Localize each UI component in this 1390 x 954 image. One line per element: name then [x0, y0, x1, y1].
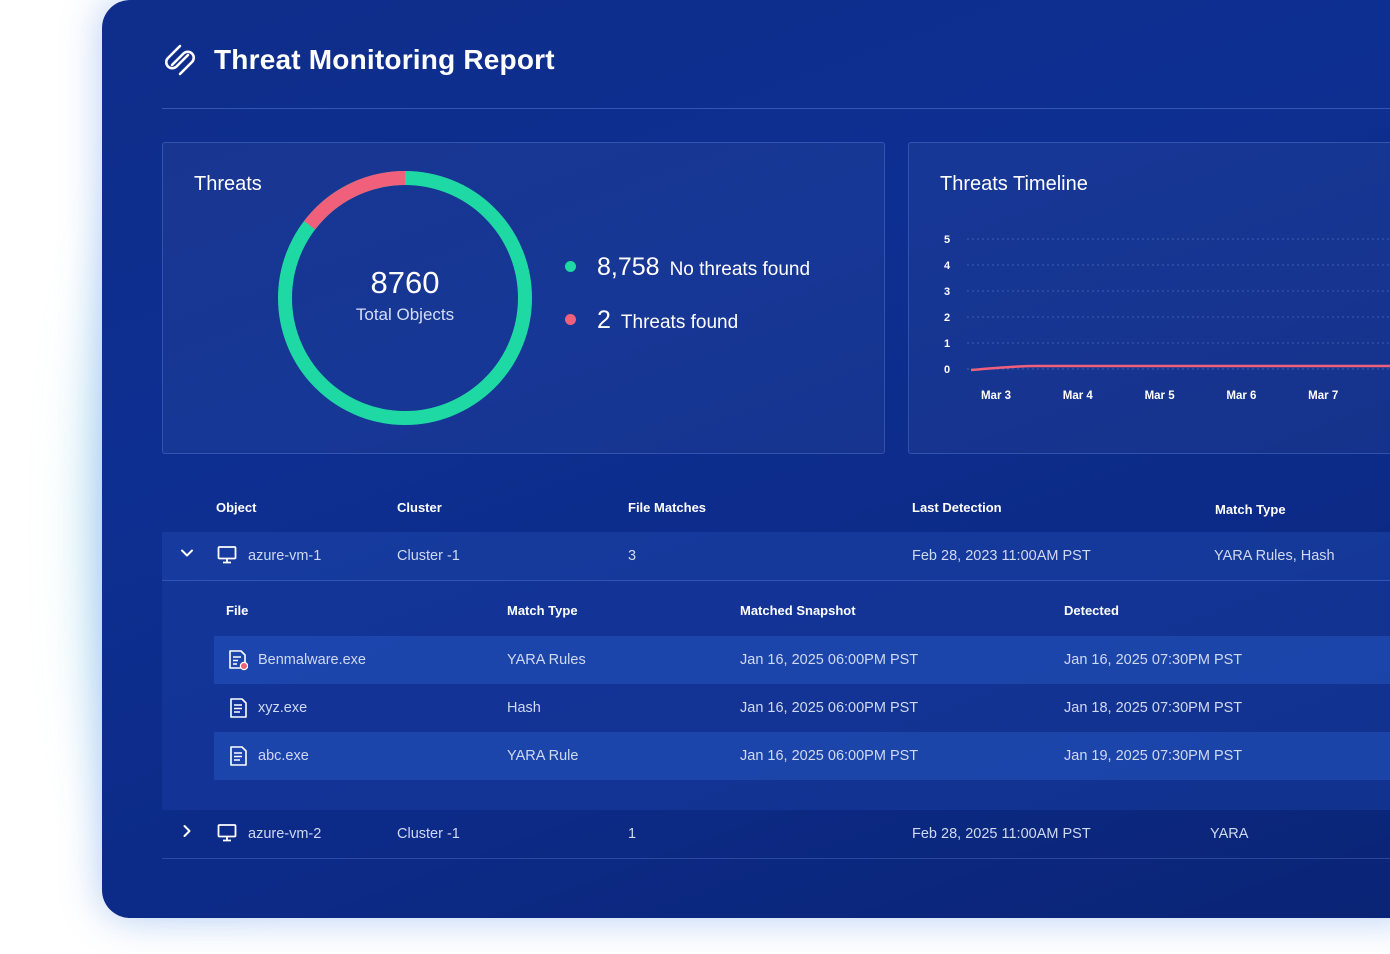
file-row[interactable]: abc.exe YARA Rule Jan 16, 2025 06:00PM P… [214, 732, 1390, 780]
detected-date: Jan 19, 2025 07:30PM PST [1064, 748, 1243, 764]
sub-col-header-matched-snapshot: Matched Snapshot [740, 603, 856, 618]
file-name[interactable]: xyz.exe [258, 700, 308, 716]
chevron-down-icon[interactable] [180, 546, 194, 560]
expanded-file-table: File Match Type Matched Snapshot Detecte… [162, 581, 1390, 810]
report-card: Threat Monitoring Report Threats 8760 To… [102, 0, 1390, 918]
legend-dot-safe [565, 261, 576, 272]
y-tick-label: 3 [944, 286, 950, 298]
file-matches-value: 3 [628, 548, 637, 564]
x-tick-label: Mar 7 [1308, 390, 1338, 402]
table-row[interactable]: azure-vm-1 Cluster -1 3 Feb 28, 2023 11:… [162, 532, 1390, 581]
legend-dot-threat [565, 314, 576, 325]
file-row[interactable]: xyz.exe Hash Jan 16, 2025 06:00PM PST Ja… [214, 684, 1390, 732]
legend-item-safe: 8,758 No threats found [565, 253, 810, 283]
matched-snapshot: Jan 16, 2025 06:00PM PST [740, 700, 919, 716]
app-logo-icon [165, 44, 195, 76]
file-match-type: Hash [507, 700, 541, 716]
total-objects-value: 8760 [370, 265, 440, 300]
total-objects-label: Total Objects [355, 305, 455, 324]
col-header-match-type: Match Type [1215, 502, 1286, 517]
x-tick-label: Mar 3 [981, 390, 1011, 402]
x-tick-label: Mar 6 [1226, 390, 1256, 402]
threats-panel-title: Threats [194, 173, 262, 195]
table-row[interactable]: azure-vm-2 Cluster -1 1 Feb 28, 2025 11:… [162, 810, 1390, 859]
threats-timeline-chart: 0 1 2 3 4 5 Mar 3 Mar 4 Mar 5 Mar 6 Mar 7 [944, 234, 1390, 402]
header-divider [162, 108, 1390, 109]
sub-col-header-detected: Detected [1064, 603, 1119, 618]
sub-col-header-match-type: Match Type [507, 603, 578, 618]
monitor-icon [217, 824, 237, 842]
series-line [970, 364, 1390, 372]
monitor-icon [217, 546, 237, 564]
threats-panel: Threats 8760 Total Objects 8,758 No thre… [162, 142, 885, 454]
file-name[interactable]: Benmalware.exe [258, 652, 366, 668]
matched-snapshot: Jan 16, 2025 06:00PM PST [740, 748, 919, 764]
file-icon [230, 746, 247, 766]
last-detection-value: Feb 28, 2023 11:00AM PST [912, 548, 1091, 564]
file-row[interactable]: Benmalware.exe YARA Rules Jan 16, 2025 0… [214, 636, 1390, 684]
matched-snapshot: Jan 16, 2025 06:00PM PST [740, 652, 919, 668]
safe-label: No threats found [669, 259, 811, 280]
timeline-panel-title: Threats Timeline [940, 173, 1088, 195]
match-type-value: YARA Rules, Hash [1214, 548, 1335, 564]
threats-donut-chart [278, 171, 532, 425]
donut-threat-arc [303, 171, 406, 230]
last-detection-value: Feb 28, 2025 11:00AM PST [912, 826, 1091, 842]
chevron-right-icon[interactable] [180, 824, 194, 838]
col-header-file-matches: File Matches [628, 500, 707, 515]
sub-col-header-file: File [226, 603, 249, 618]
col-header-object: Object [216, 500, 257, 515]
header: Threat Monitoring Report [162, 40, 555, 80]
file-icon [230, 698, 247, 718]
detected-date: Jan 16, 2025 07:30PM PST [1064, 652, 1243, 668]
cluster-name: Cluster -1 [397, 548, 460, 564]
threat-count: 2 [597, 306, 611, 334]
file-match-type: YARA Rule [507, 748, 579, 764]
y-tick-label: 1 [944, 338, 950, 350]
col-header-cluster: Cluster [397, 500, 442, 515]
malware-file-icon [229, 650, 248, 671]
cluster-name: Cluster -1 [397, 826, 460, 842]
y-tick-label: 4 [944, 260, 951, 272]
y-tick-label: 0 [944, 364, 950, 376]
detected-date: Jan 18, 2025 07:30PM PST [1064, 700, 1243, 716]
match-type-value: YARA [1210, 826, 1249, 842]
col-header-last-detection: Last Detection [912, 500, 1002, 515]
file-name[interactable]: abc.exe [258, 748, 309, 764]
x-tick-label: Mar 5 [1145, 390, 1176, 402]
safe-count: 8,758 [597, 253, 660, 281]
threat-label: Threats found [620, 312, 739, 333]
file-matches-value: 1 [628, 826, 637, 842]
timeline-panel: Threats Timeline 0 1 2 3 4 5 Mar 3 Mar 4 Mar 5 Ma… [908, 142, 1390, 454]
object-name[interactable]: azure-vm-2 [248, 826, 322, 842]
x-tick-label: Mar 4 [1063, 390, 1094, 402]
object-name[interactable]: azure-vm-1 [248, 548, 322, 564]
y-tick-label: 2 [944, 312, 950, 324]
y-tick-label: 5 [944, 234, 950, 246]
legend-item-threat: 2 Threats found [565, 306, 738, 336]
page-title: Threat Monitoring Report [214, 44, 555, 75]
file-match-type: YARA Rules [507, 652, 586, 668]
donut-center: 8760 Total Objects [278, 171, 532, 425]
